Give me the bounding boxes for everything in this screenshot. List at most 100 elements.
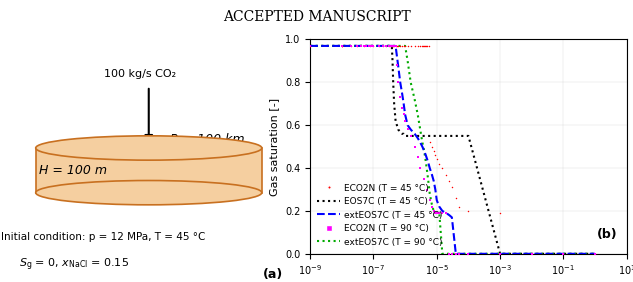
Point	[437, 166, 448, 170]
Point	[389, 44, 399, 48]
Point	[365, 44, 375, 48]
Point	[413, 44, 423, 48]
Point	[429, 209, 439, 213]
Point	[430, 211, 441, 215]
Point	[495, 211, 505, 215]
Point	[590, 252, 600, 256]
Point	[389, 44, 399, 48]
Point	[365, 44, 375, 48]
FancyBboxPatch shape	[35, 148, 262, 193]
Point	[397, 106, 407, 110]
Point	[527, 252, 537, 256]
Point	[444, 252, 454, 256]
Point	[305, 44, 315, 48]
Point	[337, 44, 347, 48]
Point	[346, 44, 356, 48]
Point	[454, 252, 464, 256]
Point	[410, 144, 420, 149]
Point	[378, 44, 388, 48]
Text: (a): (a)	[263, 268, 282, 281]
Point	[391, 44, 401, 48]
Point	[403, 127, 413, 132]
Point	[368, 44, 379, 48]
Point	[427, 204, 437, 209]
Point	[406, 134, 416, 138]
Point	[425, 140, 435, 145]
Point	[434, 162, 444, 166]
Point	[374, 44, 384, 48]
Point	[425, 198, 435, 202]
Y-axis label: Gas saturation [-]: Gas saturation [-]	[270, 98, 280, 196]
Point	[430, 153, 441, 157]
Point	[399, 112, 409, 117]
Point	[346, 44, 356, 48]
Point	[495, 252, 505, 256]
Ellipse shape	[35, 136, 262, 160]
Point	[463, 209, 473, 213]
Point	[558, 252, 568, 256]
Text: ACCEPTED MANUSCRIPT: ACCEPTED MANUSCRIPT	[223, 10, 410, 24]
Point	[305, 44, 315, 48]
Point	[385, 44, 396, 48]
Point	[447, 185, 457, 190]
Point	[337, 44, 347, 48]
Point	[427, 144, 437, 149]
Point	[387, 44, 397, 48]
Point	[437, 211, 448, 215]
Point	[434, 211, 444, 215]
Point	[391, 44, 401, 48]
Text: $S_\mathrm{g}$ = 0, $x_\mathrm{NaCl}$ = 0.15: $S_\mathrm{g}$ = 0, $x_\mathrm{NaCl}$ = …	[20, 256, 129, 273]
Point	[397, 44, 407, 48]
Point	[374, 44, 384, 48]
Point	[422, 44, 432, 48]
Point	[395, 95, 405, 100]
Point	[441, 172, 451, 177]
Legend: ECO2N (T = 45 °C), EOS7C (T = 45 °C), extEOS7C (T = 45 °C), ECO2N (T = 90 °C), e: ECO2N (T = 45 °C), EOS7C (T = 45 °C), ex…	[315, 181, 446, 249]
Point	[387, 44, 398, 48]
Point	[359, 44, 369, 48]
Point	[527, 252, 537, 256]
Point	[454, 204, 464, 209]
Point	[387, 44, 398, 48]
Point	[463, 252, 473, 256]
Point	[400, 119, 410, 123]
Point	[419, 177, 429, 181]
Point	[368, 44, 379, 48]
Point	[451, 196, 461, 200]
Point	[410, 44, 420, 48]
Point	[417, 44, 427, 48]
Point	[388, 44, 398, 48]
Point	[337, 44, 347, 48]
Ellipse shape	[35, 180, 262, 205]
Point	[356, 44, 366, 48]
Point	[444, 179, 454, 183]
Point	[384, 44, 394, 48]
Point	[447, 252, 457, 256]
Point	[337, 44, 347, 48]
Point	[403, 44, 413, 48]
Point	[429, 149, 439, 153]
Point	[441, 211, 451, 215]
Point	[352, 44, 362, 48]
Point	[415, 44, 425, 48]
Point	[361, 44, 372, 48]
Point	[393, 44, 403, 48]
Point	[385, 44, 396, 48]
Point	[418, 44, 429, 48]
Point	[367, 44, 377, 48]
Point	[392, 44, 402, 48]
Point	[406, 44, 416, 48]
Point	[305, 44, 315, 48]
Point	[415, 166, 425, 170]
Text: H = 100 m: H = 100 m	[39, 164, 107, 177]
Point	[558, 252, 568, 256]
Point	[359, 44, 369, 48]
Point	[378, 44, 388, 48]
Point	[395, 44, 405, 48]
Point	[413, 155, 423, 160]
Point	[381, 44, 391, 48]
Point	[421, 44, 431, 48]
Text: 100 kg/s CO₂: 100 kg/s CO₂	[104, 69, 176, 78]
Text: Initial condition: p = 12 MPa, T = 45 °C: Initial condition: p = 12 MPa, T = 45 °C	[1, 232, 206, 242]
Point	[384, 44, 394, 48]
